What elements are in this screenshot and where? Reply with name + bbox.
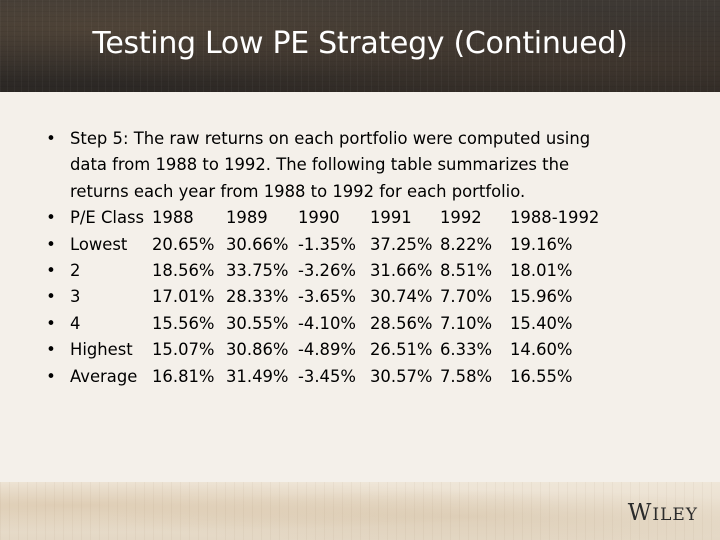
table-cell: -4.89% (298, 340, 356, 360)
table-row: • 4 15.56% 30.55% -4.10% 28.56% 7.10% 15… (44, 311, 664, 337)
table-cell: 8.51% (440, 260, 493, 280)
logo-rest: ILEY (652, 505, 698, 525)
table-cell: 30.57% (370, 366, 433, 386)
table-header-row: • P/E Class 1988 1989 1990 1991 1992 198… (44, 205, 664, 231)
footer-banner: WILEY (0, 482, 720, 540)
table-cell: 7.10% (440, 313, 493, 333)
table-cell: 30.55% (226, 313, 289, 333)
table-cell: 20.65% (152, 234, 215, 254)
table-row: • Lowest 20.65% 30.66% -1.35% 37.25% 8.2… (44, 232, 664, 258)
table-cell: 28.33% (226, 287, 289, 307)
table-cell: 7.58% (440, 366, 493, 386)
table-cell: 26.51% (370, 340, 433, 360)
logo-initial: W (627, 500, 653, 526)
bullet-marker: • (46, 129, 56, 148)
table-cell: 30.74% (370, 287, 433, 307)
table-cell: 15.56% (152, 313, 215, 333)
row-label: 3 (70, 287, 81, 307)
table-cell: 37.25% (370, 234, 433, 254)
table-cell: -4.10% (298, 313, 356, 333)
wiley-logo: WILEY (628, 500, 698, 526)
table-row: • 2 18.56% 33.75% -3.26% 31.66% 8.51% 18… (44, 258, 664, 284)
header-1988: 1988 (152, 208, 194, 228)
table-cell: -3.65% (298, 287, 356, 307)
table-cell: 30.86% (226, 340, 289, 360)
bullet-marker: • (46, 260, 56, 280)
intro-bullet: • Step 5: The raw returns on each portfo… (44, 126, 664, 205)
table-cell: 14.60% (510, 340, 573, 360)
table-cell: -3.26% (298, 260, 356, 280)
bullet-marker: • (46, 234, 56, 254)
intro-line-3: returns each year from 1988 to 1992 for … (70, 181, 526, 201)
header-1988-1992: 1988-1992 (510, 208, 600, 228)
table-cell: 31.49% (226, 366, 289, 386)
table-cell: 8.22% (440, 234, 493, 254)
bullet-marker: • (46, 208, 56, 228)
row-label: Lowest (70, 234, 128, 254)
table-cell: 17.01% (152, 287, 215, 307)
header-1990: 1990 (298, 208, 340, 228)
table-cell: 7.70% (440, 287, 493, 307)
table-cell: 6.33% (440, 340, 493, 360)
header-1991: 1991 (370, 208, 412, 228)
table-row: • Average 16.81% 31.49% -3.45% 30.57% 7.… (44, 364, 664, 390)
row-label: 4 (70, 313, 81, 333)
table-cell: 16.81% (152, 366, 215, 386)
table-cell: 19.16% (510, 234, 573, 254)
intro-line-1: Step 5: The raw returns on each portfoli… (70, 129, 591, 148)
table-cell: 15.96% (510, 287, 573, 307)
table-cell: 31.66% (370, 260, 433, 280)
bullet-marker: • (46, 340, 56, 360)
header-pe-class: P/E Class (70, 208, 145, 228)
table-cell: 33.75% (226, 260, 289, 280)
header-1992: 1992 (440, 208, 482, 228)
table-row: • Highest 15.07% 30.86% -4.89% 26.51% 6.… (44, 337, 664, 363)
row-label: 2 (70, 260, 81, 280)
bullet-marker: • (46, 287, 56, 307)
table-cell: 28.56% (370, 313, 433, 333)
bullet-marker: • (46, 366, 56, 386)
title-banner: Testing Low PE Strategy (Continued) (0, 0, 720, 92)
table-cell: -3.45% (298, 366, 356, 386)
slide-content: • Step 5: The raw returns on each portfo… (44, 126, 664, 390)
slide-title: Testing Low PE Strategy (Continued) (92, 26, 628, 61)
bullet-marker: • (46, 313, 56, 333)
table-cell: -1.35% (298, 234, 356, 254)
table-cell: 16.55% (510, 366, 573, 386)
intro-line-2: data from 1988 to 1992. The following ta… (70, 155, 570, 175)
table-cell: 18.56% (152, 260, 215, 280)
table-cell: 18.01% (510, 260, 573, 280)
header-1989: 1989 (226, 208, 268, 228)
table-cell: 15.40% (510, 313, 573, 333)
row-label: Highest (70, 340, 133, 360)
row-label: Average (70, 366, 138, 386)
table-cell: 15.07% (152, 340, 215, 360)
table-row: • 3 17.01% 28.33% -3.65% 30.74% 7.70% 15… (44, 284, 664, 310)
table-cell: 30.66% (226, 234, 289, 254)
